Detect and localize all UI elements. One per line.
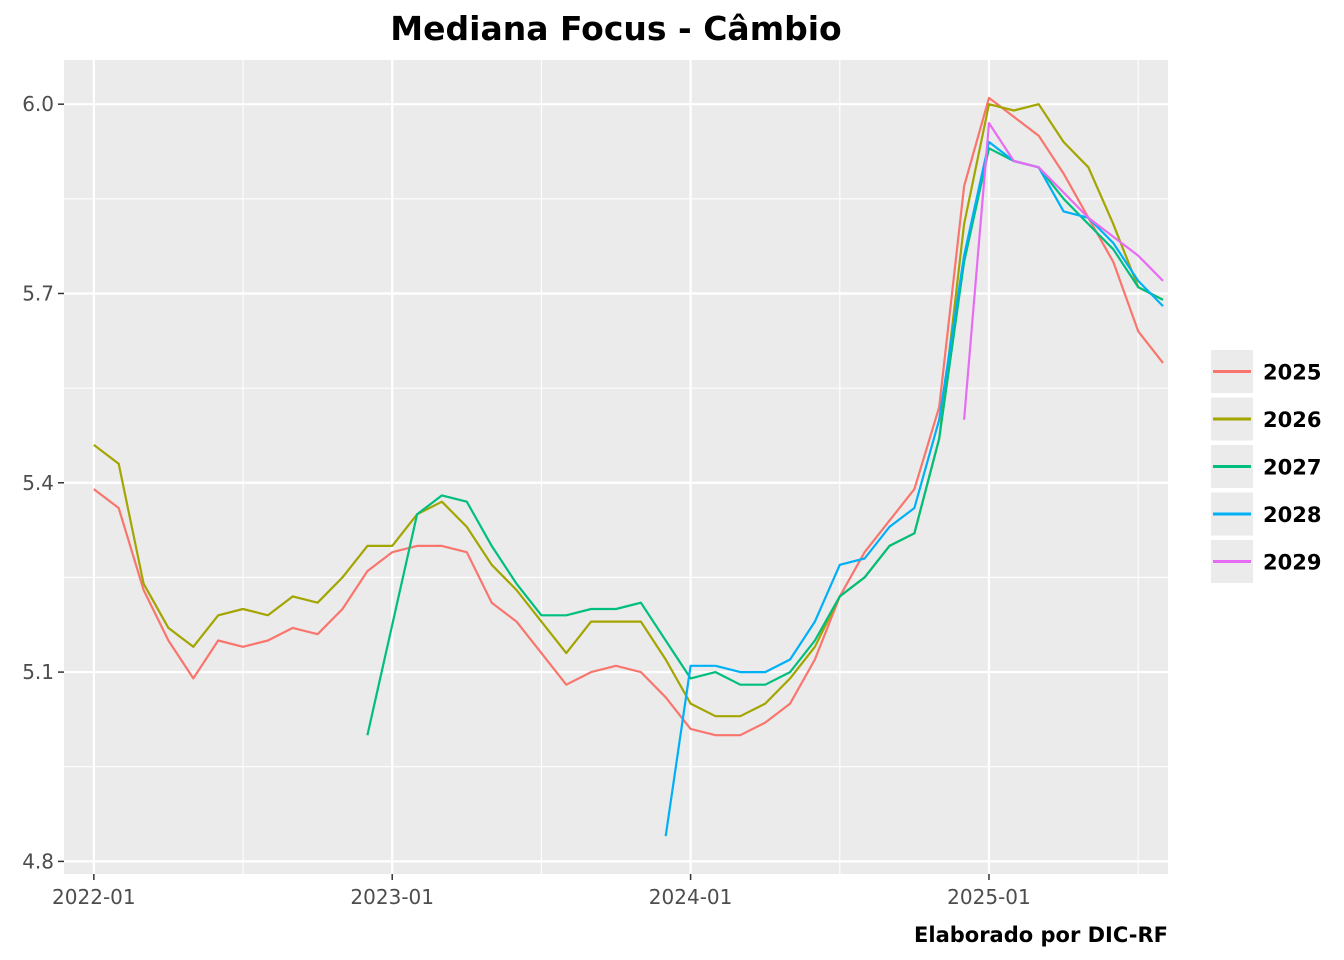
x-axis: 2022-01 2023-01 2024-01 2025-01 <box>52 874 1031 909</box>
plot-panel <box>64 60 1168 874</box>
legend-label-2025: 2025 <box>1263 361 1321 385</box>
chart-title: Mediana Focus - Câmbio <box>390 9 841 48</box>
x-tick-label: 2024-01 <box>649 885 733 909</box>
chart-caption: Elaborado por DIC-RF <box>914 923 1168 947</box>
x-tick-label: 2022-01 <box>52 885 136 909</box>
y-tick-label: 4.8 <box>22 849 54 873</box>
series-lines <box>93 96 1164 837</box>
y-tick-label: 5.4 <box>22 471 54 495</box>
y-axis: 4.8 5.1 5.4 5.7 6.0 <box>22 92 64 873</box>
series-line-2025 <box>93 96 1164 737</box>
legend-label-2029: 2029 <box>1263 551 1321 575</box>
legend-label-2027: 2027 <box>1263 456 1321 480</box>
major-gridlines <box>64 60 1168 874</box>
x-tick-label: 2025-01 <box>947 885 1031 909</box>
series-line-2026 <box>93 103 1164 718</box>
series-line-2028 <box>664 140 1164 837</box>
minor-gridlines <box>64 60 1168 874</box>
y-tick-label: 5.1 <box>22 660 54 684</box>
legend-label-2026: 2026 <box>1263 408 1321 432</box>
legend: 2025 2026 2027 2028 2029 <box>1211 350 1321 583</box>
series-line-2029 <box>963 122 1164 420</box>
x-tick-label: 2023-01 <box>350 885 434 909</box>
legend-label-2028: 2028 <box>1263 503 1321 527</box>
y-tick-label: 5.7 <box>22 281 54 305</box>
y-tick-label: 6.0 <box>22 92 54 116</box>
